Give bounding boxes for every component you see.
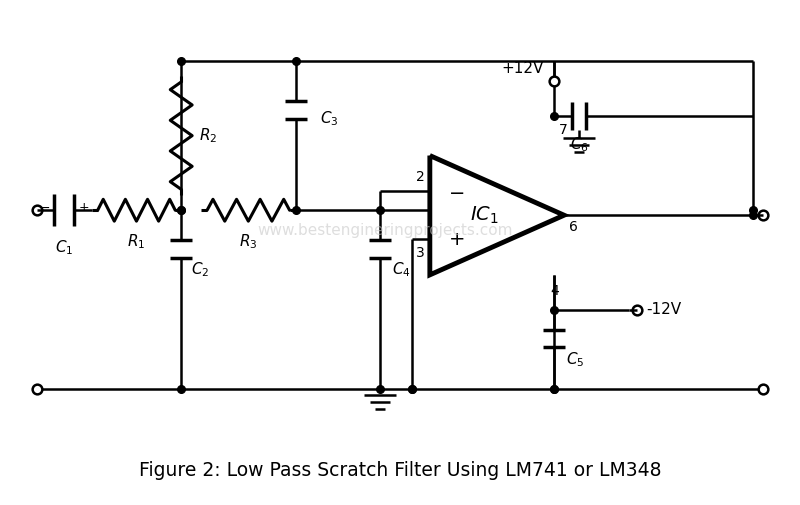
Text: $-$: $-$	[39, 201, 50, 214]
Text: 3: 3	[416, 246, 425, 260]
Text: Figure 2: Low Pass Scratch Filter Using LM741 or LM348: Figure 2: Low Pass Scratch Filter Using …	[138, 461, 662, 480]
Text: $C_1$: $C_1$	[54, 238, 73, 257]
Text: $C_6$: $C_6$	[570, 136, 588, 155]
Text: www.bestengineringprojects.com: www.bestengineringprojects.com	[258, 223, 513, 238]
Text: 6: 6	[569, 220, 578, 234]
Text: 2: 2	[416, 170, 425, 184]
Text: $R_1$: $R_1$	[127, 232, 146, 251]
Text: 4: 4	[550, 284, 559, 298]
Text: $R_3$: $R_3$	[239, 232, 258, 251]
Text: 7: 7	[559, 123, 568, 137]
Text: $R_2$: $R_2$	[199, 126, 218, 145]
Text: $-$: $-$	[448, 182, 464, 201]
Text: $C_4$: $C_4$	[392, 261, 411, 279]
Text: $C_3$: $C_3$	[321, 110, 339, 128]
Text: $+$: $+$	[448, 230, 464, 248]
Text: -12V: -12V	[646, 302, 682, 317]
Text: $+$: $+$	[78, 201, 89, 214]
Text: $IC_1$: $IC_1$	[470, 205, 499, 226]
Text: $C_5$: $C_5$	[566, 350, 585, 369]
Text: +12V: +12V	[502, 61, 544, 76]
Text: $C_2$: $C_2$	[191, 261, 210, 279]
